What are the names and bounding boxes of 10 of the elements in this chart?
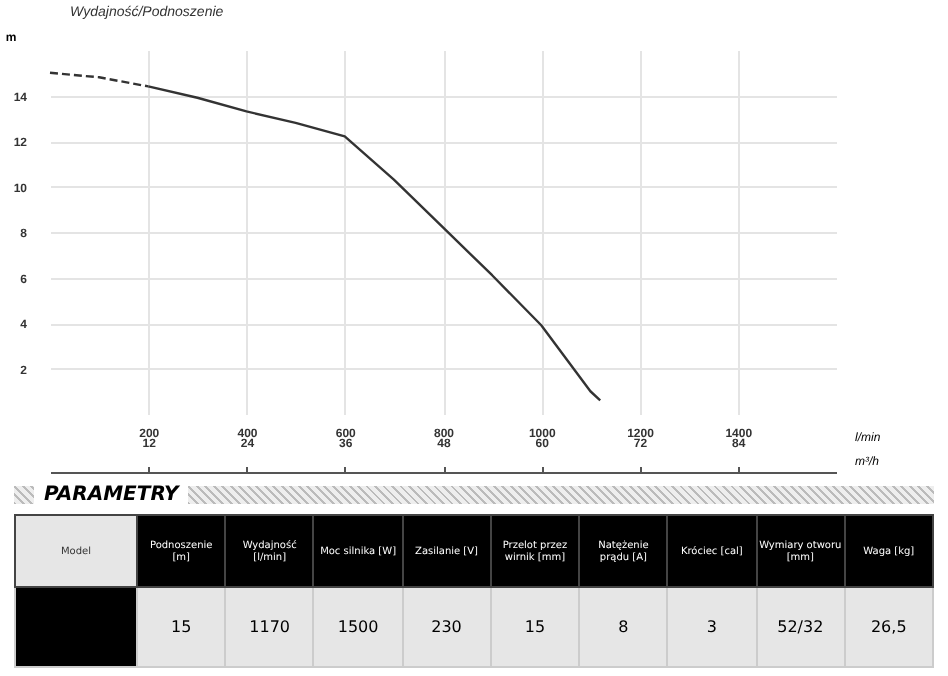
text: 15 <box>524 618 546 636</box>
text: 230 <box>431 618 462 636</box>
text: PARAMETRY <box>42 483 182 505</box>
text: 3 <box>706 618 717 636</box>
text: 26,5 <box>870 618 907 636</box>
text: 15 <box>171 618 192 636</box>
text: 1170 <box>249 618 290 636</box>
text: 8 <box>618 618 629 636</box>
text: 1500 <box>337 618 379 636</box>
text: 52/32 <box>777 618 824 636</box>
